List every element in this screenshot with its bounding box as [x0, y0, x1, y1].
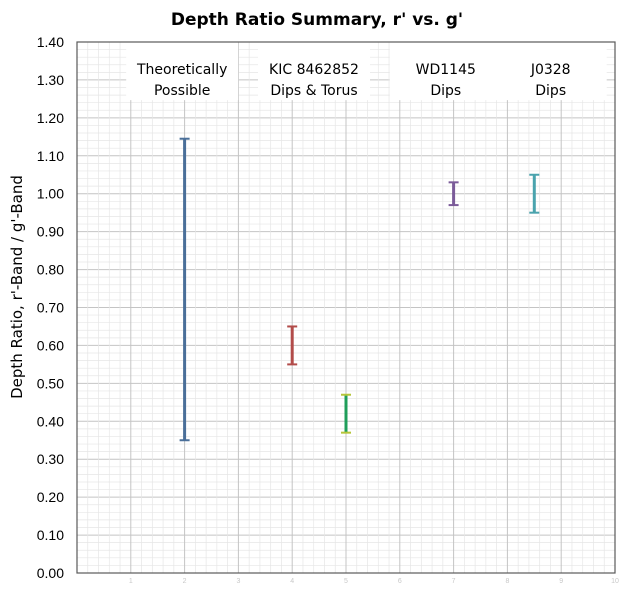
- plot-frame: [76, 41, 616, 574]
- x-tick-label: 7: [452, 578, 456, 585]
- chart-title: Depth Ratio Summary, r' vs. g': [171, 10, 463, 30]
- y-tick-label: 1.20: [37, 110, 64, 126]
- y-axis-ticks: 0.00 0.10 0.20 0.30 0.40 0.50 0.60 0.70 0.80 0.90…: [37, 34, 64, 581]
- y-tick-label: 1.00: [37, 186, 64, 202]
- annotation-line: J0328: [530, 62, 571, 78]
- annotations: Theoretically Possible KIC 8462852 Dips & T…: [126, 40, 607, 101]
- annotation-box: [126, 40, 239, 101]
- annotation-line: WD1145: [416, 62, 476, 78]
- y-tick-label: 0.30: [37, 451, 64, 467]
- y-tick-label: 1.30: [37, 72, 64, 88]
- error-bars: [179, 137, 540, 442]
- annotation-line: Possible: [154, 83, 210, 99]
- x-tick-label: 4: [290, 578, 294, 585]
- x-tick-label: 9: [559, 578, 563, 585]
- grid-lines: [76, 41, 616, 574]
- x-tick-label: 8: [505, 578, 509, 585]
- y-tick-label: 0.90: [37, 224, 64, 240]
- annotation-line: Dips & Torus: [270, 83, 357, 99]
- annotation-box: [494, 40, 607, 101]
- y-tick-label: 0.80: [37, 262, 64, 278]
- y-tick-label: 0.10: [37, 527, 64, 543]
- y-tick-label: 0.60: [37, 337, 64, 353]
- x-tick-label: 3: [236, 578, 240, 585]
- annotation-label: J0328 Dips: [530, 62, 571, 99]
- annotation-label: WD1145 Dips: [416, 62, 476, 99]
- annotation-label: KIC 8462852 Dips & Torus: [269, 62, 359, 99]
- y-tick-label: 0.50: [37, 375, 64, 391]
- annotation-line: Dips: [535, 83, 566, 99]
- x-tick-label: 1: [129, 578, 133, 585]
- y-axis-label: Depth Ratio, r'-Band / g'-Band: [8, 175, 26, 399]
- annotation-box: [257, 40, 370, 101]
- annotation-line: Theoretically: [136, 62, 227, 78]
- annotation-label: Theoretically Possible: [136, 62, 227, 99]
- x-tick-label: 6: [398, 578, 402, 585]
- x-axis-ticks: 1 2 3 4 5 6 7 8 9 10: [129, 578, 619, 585]
- y-tick-label: 0.00: [37, 565, 64, 581]
- x-tick-label: 5: [344, 578, 348, 585]
- annotation-line: KIC 8462852: [269, 62, 359, 78]
- annotation-line: Dips: [430, 83, 461, 99]
- annotation-box: [389, 40, 502, 101]
- y-tick-label: 0.20: [37, 489, 64, 505]
- y-tick-label: 1.10: [37, 148, 64, 164]
- x-tick-label: 10: [611, 578, 619, 585]
- y-tick-label: 1.40: [37, 34, 64, 50]
- y-tick-label: 0.40: [37, 413, 64, 429]
- y-tick-label: 0.70: [37, 300, 64, 316]
- x-tick-label: 2: [183, 578, 187, 585]
